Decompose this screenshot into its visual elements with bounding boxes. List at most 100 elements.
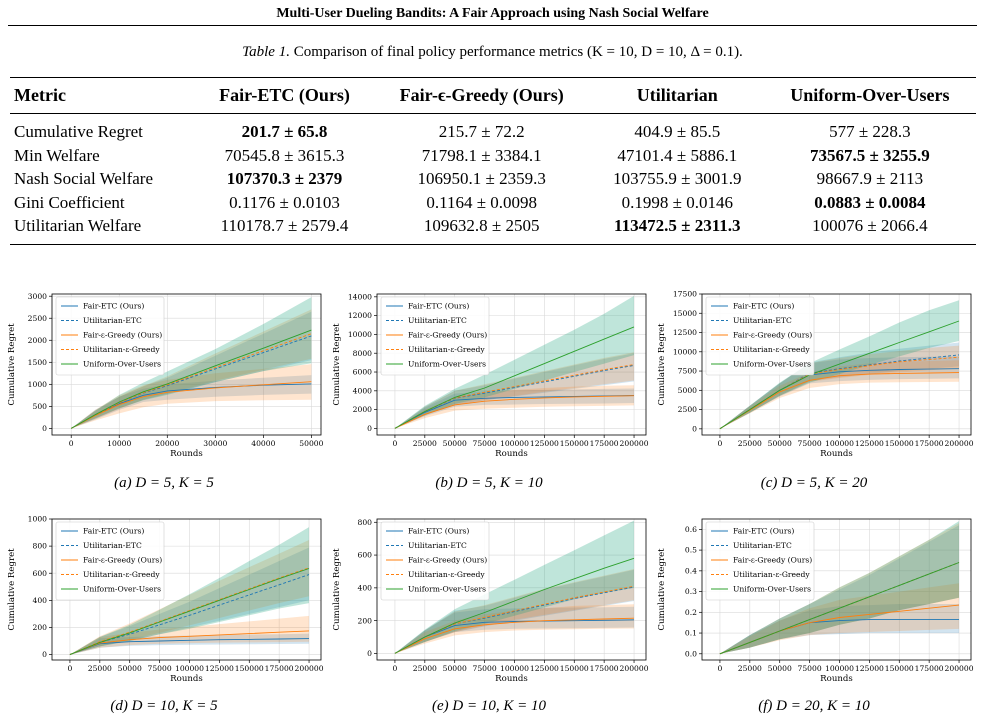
y-tick-label: 5000 xyxy=(678,386,697,395)
series-line xyxy=(394,586,635,654)
y-tick-label: 0 xyxy=(367,649,372,658)
metric-value: 110178.7 ± 2579.4 xyxy=(220,216,349,236)
y-tick-label: 2500 xyxy=(678,405,697,414)
x-tick-label: 25000 xyxy=(738,664,762,673)
subfigure-caption-math: D = 5, K = 20 xyxy=(777,475,868,491)
x-tick-label: 50000 xyxy=(443,439,467,448)
x-tick-label: 175000 xyxy=(915,439,944,448)
x-tick-label: 20000 xyxy=(155,439,179,448)
confidence-band xyxy=(69,633,310,655)
figure-panel: 0 25000 50000 75000 100000 125000 150000 175000… xyxy=(327,288,652,463)
x-axis-label: Rounds xyxy=(820,674,853,684)
legend-label: Utilitarian-ε-Greedy xyxy=(408,345,485,354)
legend-label: Uniform-Over-Users xyxy=(733,360,811,369)
y-tick-label: 0.3 xyxy=(685,587,697,596)
x-tick-label: 25000 xyxy=(413,664,437,673)
y-tick-label: 0.5 xyxy=(685,546,697,555)
x-tick-label: 175000 xyxy=(915,664,944,673)
plot-frame xyxy=(51,518,322,661)
figure-panel: 0 25000 50000 75000 100000 125000 150000 175000… xyxy=(652,513,977,688)
subfigure-caption-math: D = 10, K = 5 xyxy=(127,698,218,714)
x-tick-label: 40000 xyxy=(251,439,275,448)
metric-value: 577 ± 228.3 xyxy=(829,122,911,142)
confidence-band xyxy=(394,520,634,654)
x-tick-label: 75000 xyxy=(798,439,822,448)
legend-box xyxy=(55,296,165,376)
series-line xyxy=(719,372,960,430)
confidence-band xyxy=(71,364,312,429)
confidence-band xyxy=(394,385,634,429)
series-line xyxy=(394,619,635,654)
figure-panel: 0 25000 50000 75000 100000 125000 150000 175000… xyxy=(652,288,977,463)
legend-label: Utilitarian-ETC xyxy=(408,541,467,550)
confidence-band xyxy=(394,295,634,429)
series-line xyxy=(70,381,312,429)
series-line xyxy=(70,329,312,429)
y-tick-label: 6000 xyxy=(353,368,372,377)
y-tick-label: 400 xyxy=(33,596,48,605)
table-body: Cumulative Regret 201.7 ± 65.8 215.7 ± 72.… xyxy=(10,114,976,244)
x-tick-label: 50000 xyxy=(443,664,467,673)
subfigure-caption-label: (c) xyxy=(760,475,778,491)
series-line xyxy=(394,617,635,654)
x-tick-label: 0 xyxy=(393,664,398,673)
table-row: Cumulative Regret 201.7 ± 65.8 215.7 ± 72.… xyxy=(10,114,976,144)
confidence-band xyxy=(71,297,312,429)
plot-frame xyxy=(701,293,972,436)
subfigure-caption: (c) D = 5, K = 20 xyxy=(664,475,964,492)
x-tick-label: 100000 xyxy=(175,664,204,673)
x-tick-label: 100000 xyxy=(500,439,529,448)
x-tick-label: 150000 xyxy=(560,664,589,673)
x-axis-label: Rounds xyxy=(495,449,528,459)
confidence-band xyxy=(71,375,312,429)
legend-label: Fair-ETC (Ours) xyxy=(733,302,794,311)
figure-panel: 0 10000 20000 30000 40000 50000 0 500 1000 1500 20… xyxy=(2,288,327,463)
legend-label: Utilitarian-ε-Greedy xyxy=(83,570,160,579)
metric-name: Gini Coefficient xyxy=(14,192,125,212)
metric-value: 103755.9 ± 3001.9 xyxy=(613,169,742,189)
y-tick-label: 0 xyxy=(692,424,697,433)
y-tick-label: 4000 xyxy=(353,386,372,395)
legend-label: Fair-ε-Greedy (Ours) xyxy=(83,556,162,565)
x-tick-label: 125000 xyxy=(530,439,559,448)
y-tick-label: 2000 xyxy=(28,336,47,345)
legend: Fair-ETC (Ours) Utilitarian-ETC Fair-ε-Gre… xyxy=(705,521,815,601)
y-tick-label: 8000 xyxy=(353,349,372,358)
subfigure-caption: (b) D = 5, K = 10 xyxy=(339,475,639,492)
subfigure-caption-label: (e) xyxy=(432,698,449,714)
figure-panel: 0 25000 50000 75000 100000 125000 150000 175000… xyxy=(2,513,327,688)
confidence-band xyxy=(69,547,310,655)
metric-value: 404.9 ± 85.5 xyxy=(634,122,721,142)
x-tick-label: 0 xyxy=(69,439,74,448)
table-caption: Table 1. Comparison of final policy perf… xyxy=(0,44,985,61)
legend: Fair-ETC (Ours) Utilitarian-ETC Fair-ε-Gre… xyxy=(705,296,815,376)
metric-value: 109632.8 ± 2505 xyxy=(423,216,540,236)
x-tick-label: 100000 xyxy=(500,664,529,673)
confidence-band xyxy=(394,604,634,654)
legend-label: Uniform-Over-Users xyxy=(408,360,486,369)
y-tick-label: 2500 xyxy=(28,314,47,323)
legend-label: Utilitarian-ε-Greedy xyxy=(408,570,485,579)
line-chart: 0 25000 50000 75000 100000 125000 150000 175000… xyxy=(7,515,324,684)
legend-label: Fair-ε-Greedy (Ours) xyxy=(83,331,162,340)
x-tick-label: 75000 xyxy=(148,664,172,673)
y-tick-label: 600 xyxy=(358,551,373,560)
y-tick-label: 200 xyxy=(358,616,373,625)
confidence-band xyxy=(719,583,959,654)
legend-label: Utilitarian-ε-Greedy xyxy=(733,570,810,579)
x-tick-label: 100000 xyxy=(825,664,854,673)
y-tick-label: 14000 xyxy=(348,292,372,301)
x-tick-label: 200000 xyxy=(945,439,974,448)
y-tick-label: 400 xyxy=(358,583,373,592)
legend-box xyxy=(380,296,490,376)
y-tick-label: 1000 xyxy=(28,515,47,524)
legend-label: Fair-ε-Greedy (Ours) xyxy=(733,331,812,340)
confidence-band xyxy=(719,604,959,654)
legend-box xyxy=(380,521,490,601)
metric-name: Utilitarian Welfare xyxy=(14,216,142,236)
confidence-band xyxy=(719,342,959,429)
x-tick-label: 30000 xyxy=(203,439,227,448)
metric-value: 113472.5 ± 2311.3 xyxy=(614,216,741,236)
legend-label: Utilitarian-ε-Greedy xyxy=(733,345,810,354)
y-tick-label: 2000 xyxy=(353,405,372,414)
